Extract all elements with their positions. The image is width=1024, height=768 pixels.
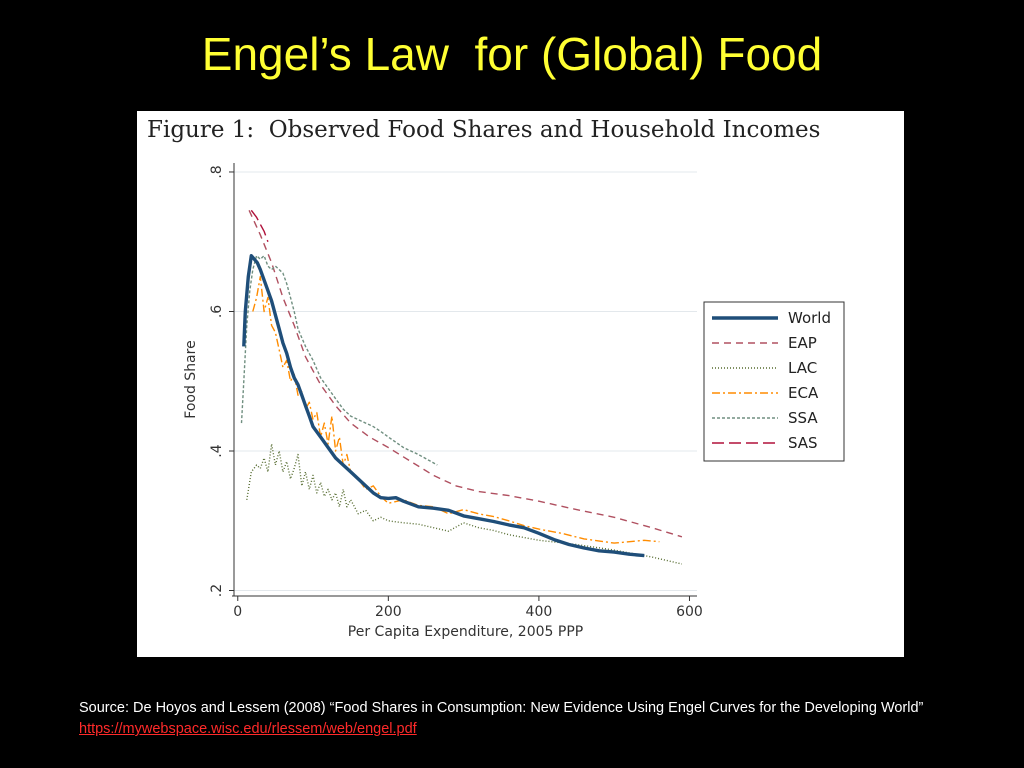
legend-box [703,301,845,462]
source-citation: Source: De Hoyos and Lessem (2008) “Food… [79,698,939,740]
y-tick-label: .8 [209,165,225,178]
x-axis-label: Per Capita Expenditure, 2005 PPP [348,624,583,640]
y-tick-label: .4 [209,444,225,457]
series-line-ssa [240,255,438,466]
slide-title: Engel’s Law for (Global) Food [201,28,823,80]
legend-label-eca: ECA [788,384,819,402]
y-tick-label: .6 [209,305,225,318]
x-tick-label: 600 [676,604,703,620]
legend-label-ssa: SSA [788,409,818,427]
series-line-eap [248,210,683,538]
x-tick-label: 200 [375,604,402,620]
figure-title: Figure 1: Observed Food Shares and House… [147,117,821,143]
x-tick-label: 400 [526,604,553,620]
series-line-eca [252,275,660,544]
series-line-lac [246,443,683,565]
series-line-world [242,254,645,558]
source-link[interactable]: https://mywebspace.wisc.edu/rlessem/web/… [79,721,417,737]
legend-label-eap: EAP [788,334,817,352]
y-axis-label: Food Share [183,340,199,418]
x-tick-label: 0 [233,604,242,620]
legend-label-sas: SAS [788,434,818,452]
y-tick-label: .2 [209,584,225,597]
source-text: Source: De Hoyos and Lessem (2008) “Food… [79,700,924,716]
figure-panel: Figure 1: Observed Food Shares and House… [137,111,904,657]
series-line-sas [250,209,269,242]
engel-chart: .2 .4 .6 .8 0 200 400 600 Per Capita Expenditure… [183,163,845,640]
legend-label-world: World [788,309,831,327]
legend-label-lac: LAC [788,359,817,377]
